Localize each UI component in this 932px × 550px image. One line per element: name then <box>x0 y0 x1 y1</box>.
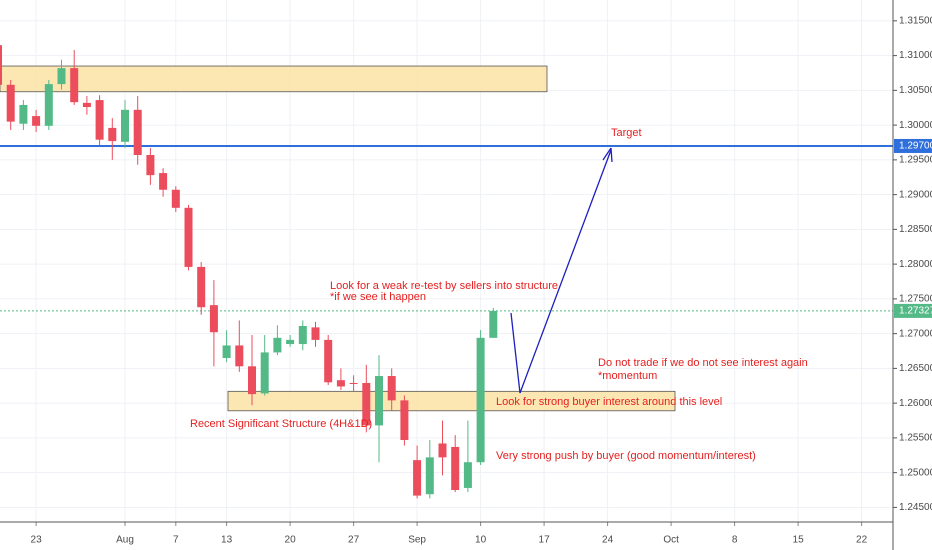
annotation: Look for strong buyer interest around th… <box>496 396 722 408</box>
x-tick-label: 24 <box>602 535 614 546</box>
candle-body <box>70 68 79 103</box>
y-tick-label: 1.27500 <box>899 294 932 305</box>
y-tick-label: 1.26500 <box>899 363 932 374</box>
y-tick-label: 1.25000 <box>899 467 932 478</box>
y-tick-label: 1.28500 <box>899 224 932 235</box>
candle-body <box>209 305 218 333</box>
candle-body <box>248 366 256 395</box>
candle-body <box>260 352 269 394</box>
y-tick-label: 1.27000 <box>899 328 932 339</box>
price-badge <box>894 138 932 153</box>
candle-body <box>222 345 231 358</box>
y-tick-label: 1.31000 <box>899 50 932 61</box>
zone <box>0 65 548 93</box>
x-tick-label: 23 <box>31 535 43 546</box>
arrow-head <box>602 147 613 163</box>
x-tick-label: 10 <box>475 535 487 546</box>
y-tick-label: 1.29500 <box>899 155 932 166</box>
x-tick-label: Sep <box>408 535 426 546</box>
candle-body <box>0 45 2 85</box>
candle-body <box>349 382 358 384</box>
y-tick-label: 1.26000 <box>899 398 932 409</box>
x-tick-label: 20 <box>285 535 297 546</box>
x-tick-label: 13 <box>221 535 233 546</box>
zone <box>227 390 676 412</box>
candle-body <box>311 327 320 340</box>
annotation: Very strong push by buyer (good momentum… <box>496 450 756 462</box>
candle-body <box>32 116 41 126</box>
x-tick-label: Aug <box>116 535 134 546</box>
y-tick-label: 1.25500 <box>899 433 932 444</box>
candle-body <box>463 462 472 488</box>
candle-body <box>298 325 307 345</box>
candle-body <box>375 376 383 426</box>
y-tick-label: 1.28000 <box>899 259 932 270</box>
candle-body <box>82 102 91 108</box>
candle-body <box>171 189 180 208</box>
candle-body <box>133 109 142 156</box>
annotation: *momentum <box>598 370 657 382</box>
y-tick-label: 1.29000 <box>899 189 932 200</box>
price-axis <box>893 0 932 550</box>
candle-body <box>336 380 345 387</box>
y-tick-label: 1.30500 <box>899 85 932 96</box>
x-tick-label: 22 <box>856 535 868 546</box>
annotation: Look for a weak re-test by sellers into … <box>330 280 558 292</box>
candle-body <box>324 339 333 383</box>
price-badge <box>894 303 932 318</box>
candle-body <box>57 68 66 85</box>
candle-body <box>95 100 104 140</box>
candle-body <box>146 155 155 176</box>
candle-body <box>184 207 193 267</box>
candle-body <box>362 382 371 426</box>
price-badge-label: 1.27327 <box>899 306 932 317</box>
y-tick-label: 1.30000 <box>899 120 932 131</box>
x-tick-label: 17 <box>539 535 551 546</box>
x-tick-label: Oct <box>663 535 679 546</box>
candle-body <box>273 337 282 353</box>
candle-body <box>108 127 117 142</box>
y-tick-label: 1.24500 <box>899 502 932 513</box>
candle-body <box>413 460 422 496</box>
price-badge-label: 1.29700 <box>899 141 932 152</box>
x-tick-label: 7 <box>173 535 179 546</box>
candle-body <box>44 84 53 126</box>
annotation: Recent Significant Structure (4H&1D) <box>190 418 372 430</box>
candle-body <box>235 345 244 367</box>
candle-body <box>387 376 396 401</box>
arrow <box>510 149 612 394</box>
candle-body <box>400 400 409 440</box>
candle-body <box>425 457 434 495</box>
x-tick-label: 8 <box>732 535 738 546</box>
candle-body <box>476 337 485 463</box>
candle-body <box>19 104 28 124</box>
x-tick-label: 15 <box>793 535 805 546</box>
annotation: Do not trade if we do not see interest a… <box>598 357 808 369</box>
y-tick-label: 1.31500 <box>899 15 932 26</box>
candle-body <box>159 173 168 190</box>
x-tick-label: 27 <box>348 535 360 546</box>
candle-body <box>438 443 447 458</box>
candle-body <box>121 109 129 142</box>
candle-body <box>6 84 15 122</box>
annotation: *if we see it happen <box>330 291 426 303</box>
candle-body <box>451 446 460 491</box>
candle-body <box>286 339 295 345</box>
candle-body <box>489 310 498 338</box>
candle-body <box>197 266 206 308</box>
annotation: Target <box>611 127 642 139</box>
